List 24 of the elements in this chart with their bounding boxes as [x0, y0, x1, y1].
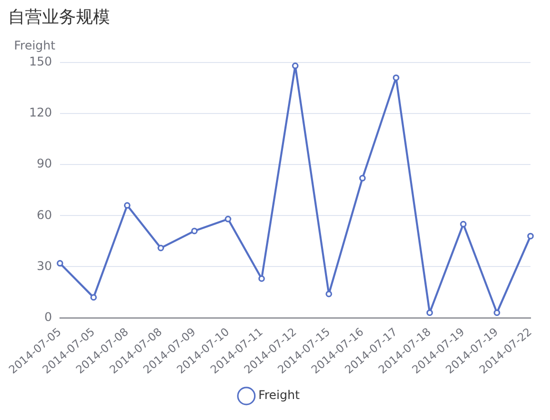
y-tick-label: 60	[36, 208, 52, 222]
point	[124, 202, 130, 209]
chart-title: 自营业务规模	[8, 8, 110, 28]
point	[326, 290, 332, 298]
point	[191, 228, 198, 234]
point	[90, 294, 97, 301]
point	[158, 244, 164, 252]
point	[258, 275, 265, 282]
y-tick-label: 90	[36, 156, 52, 171]
point	[460, 220, 467, 228]
point	[224, 216, 232, 222]
y-axis-title: Freight	[14, 38, 56, 53]
point	[292, 62, 298, 70]
point	[527, 232, 534, 240]
y-tick-label: 30	[36, 258, 52, 273]
point	[494, 309, 500, 316]
y-tick-label: 150	[29, 54, 52, 69]
point	[56, 260, 64, 267]
y-tick-label: 120	[29, 106, 52, 120]
point	[359, 174, 366, 182]
point	[426, 309, 433, 316]
legend-label: Freight	[258, 388, 300, 402]
y-tick-label: 0	[44, 310, 52, 324]
point	[392, 74, 400, 81]
